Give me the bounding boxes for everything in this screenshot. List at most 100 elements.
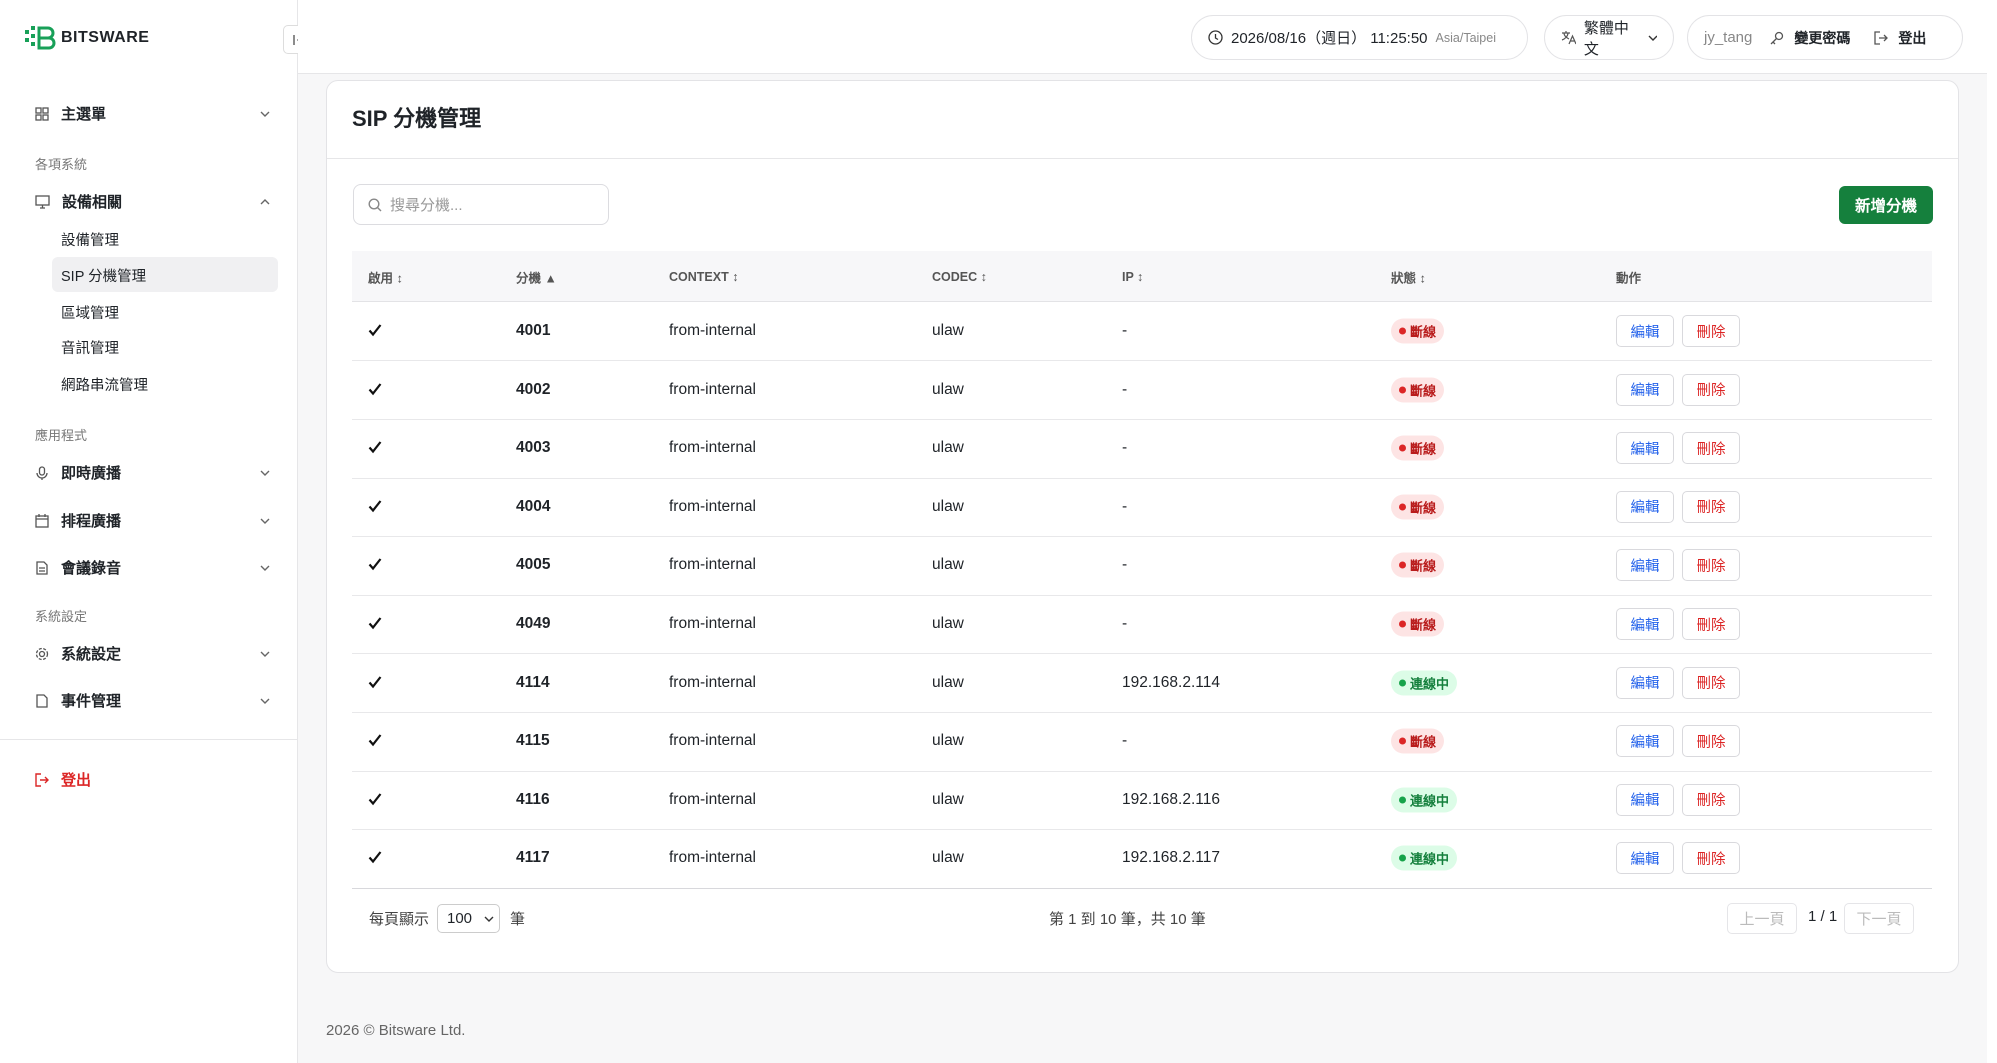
edit-button[interactable]: 編輯: [1616, 549, 1674, 582]
datetime: 2026/08/16（週日） 11:25:50: [1231, 30, 1428, 47]
label: 登出: [61, 772, 92, 789]
delete-button[interactable]: 刪除: [1682, 725, 1740, 758]
column-header: CONTEXT ↕: [669, 270, 739, 284]
status-dot: [1399, 561, 1406, 569]
delete-button[interactable]: 刪除: [1682, 373, 1740, 406]
logo: BITSWARE: [25, 26, 149, 50]
label: 設備相關: [62, 194, 123, 211]
edit-button[interactable]: 編輯: [1616, 842, 1674, 875]
icon: [35, 194, 50, 209]
status-dot: [1399, 737, 1406, 745]
menu-item[interactable]: 設備相關: [35, 191, 270, 212]
edit-button[interactable]: 編輯: [1616, 608, 1674, 640]
add-button[interactable]: 新增分機: [1839, 186, 1933, 224]
check-icon: [368, 617, 382, 630]
next-button[interactable]: 下一頁: [1844, 903, 1914, 934]
logout[interactable]: 登出: [1898, 29, 1927, 46]
per-page-select[interactable]: 100: [437, 904, 500, 933]
extension: 4116: [516, 790, 550, 808]
edit-button[interactable]: 編輯: [1616, 725, 1674, 758]
codec: ulaw: [932, 732, 964, 750]
delete-button[interactable]: 刪除: [1682, 666, 1740, 699]
check-icon: [368, 500, 382, 513]
edit-button[interactable]: 編輯: [1616, 432, 1674, 465]
status-badge: 連線中: [1391, 787, 1458, 813]
edit-button[interactable]: 編輯: [1616, 783, 1674, 816]
submenu-item[interactable]: 網路串流管理: [61, 378, 148, 394]
status-dot: [1399, 503, 1406, 511]
delete-button[interactable]: 刪除: [1682, 432, 1740, 465]
codec: ulaw: [932, 849, 964, 867]
context: from-internal: [669, 615, 756, 632]
delete-button[interactable]: 刪除: [1682, 842, 1740, 875]
check-icon: [368, 382, 382, 395]
check-icon: [368, 324, 382, 337]
submenu-item[interactable]: 設備管理: [61, 233, 119, 249]
delete-button[interactable]: 刪除: [1682, 608, 1740, 640]
chevron: [260, 470, 270, 476]
footer: 2026 © Bitsware Ltd.: [326, 1022, 466, 1039]
status: 連線中: [1410, 676, 1450, 692]
search-input[interactable]: 搜尋分機...: [353, 184, 609, 225]
edit-button[interactable]: 編輯: [1616, 666, 1674, 699]
datetime-pill: 2026/08/16（週日） 11:25:50 Asia/Taipei: [1191, 15, 1528, 60]
row-divider: [352, 477, 1932, 479]
enabled-check: [368, 850, 382, 866]
ip: -: [1122, 497, 1128, 515]
menu-item[interactable]: 即時廣播: [35, 462, 270, 483]
status-dot: [1399, 620, 1406, 628]
delete-button[interactable]: 刪除: [1682, 783, 1740, 816]
status: 斷線: [1410, 441, 1437, 457]
logout-item[interactable]: 登出: [35, 769, 270, 790]
icon: [35, 647, 49, 660]
chevron: [260, 698, 270, 704]
status-badge: 斷線: [1391, 318, 1445, 344]
status-dot: [1399, 444, 1406, 452]
menu-item[interactable]: 會議錄音: [35, 557, 270, 578]
codec: ulaw: [932, 556, 964, 574]
context: from-internal: [669, 790, 756, 808]
menu-item[interactable]: 系統設定: [35, 643, 270, 664]
menu-item[interactable]: 主選單: [35, 103, 270, 124]
edit-button[interactable]: 編輯: [1616, 315, 1674, 347]
context: from-internal: [669, 322, 756, 339]
edit-button[interactable]: 編輯: [1616, 373, 1674, 406]
section-heading: 應用程式: [35, 428, 88, 443]
submenu-item[interactable]: 區域管理: [61, 306, 119, 322]
column-header: 狀態 ↕: [1391, 271, 1426, 286]
ip: 192.168.2.114: [1122, 673, 1220, 691]
icon: [36, 465, 48, 480]
language-pill[interactable]: 繁體中文: [1544, 15, 1674, 60]
prev-button[interactable]: 上一頁: [1727, 903, 1797, 934]
menu-item[interactable]: 事件管理: [35, 690, 270, 711]
ip: 192.168.2.116: [1122, 790, 1220, 808]
change-password[interactable]: 變更密碼: [1794, 29, 1851, 46]
menu-item[interactable]: 排程廣播: [35, 510, 270, 531]
row-divider: [352, 360, 1932, 362]
check-icon: [368, 793, 382, 806]
edit-button[interactable]: 編輯: [1616, 490, 1674, 523]
column-header: 啟用 ↕: [368, 271, 403, 286]
extension: 4114: [516, 673, 550, 691]
enabled-check: [368, 499, 382, 515]
context: from-internal: [669, 439, 756, 457]
delete-button[interactable]: 刪除: [1682, 549, 1740, 582]
row-divider: [352, 770, 1932, 772]
top-bar: 2026/08/16（週日） 11:25:50 Asia/Taipei 繁體中文 …: [298, 0, 1987, 74]
status: 連線中: [1410, 851, 1450, 867]
submenu-item[interactable]: 音訊管理: [61, 341, 119, 357]
status-badge: 斷線: [1391, 728, 1445, 754]
enabled-check: [368, 616, 382, 632]
card-title: SIP 分機管理: [352, 106, 482, 131]
chevron: [1648, 35, 1657, 41]
context: from-internal: [669, 849, 756, 867]
status-dot: [1399, 327, 1406, 335]
delete-button[interactable]: 刪除: [1682, 315, 1740, 347]
row-divider: [352, 653, 1932, 655]
column-header: CODEC ↕: [932, 270, 987, 284]
icon: [35, 513, 49, 528]
submenu-item[interactable]: SIP 分機管理: [61, 269, 147, 285]
label: 主選單: [61, 106, 107, 123]
delete-button[interactable]: 刪除: [1682, 490, 1740, 523]
